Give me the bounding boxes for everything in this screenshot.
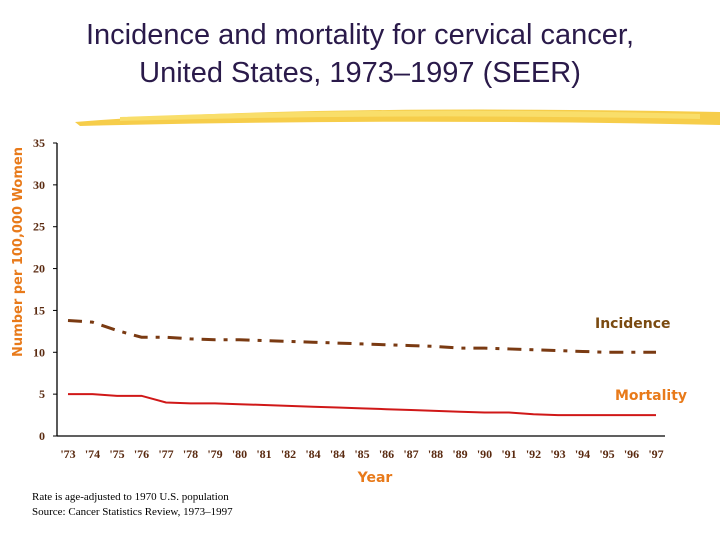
series-line-incidence (67, 318, 656, 354)
x-tick-label: '86 (379, 447, 394, 461)
x-tick-label: '89 (452, 447, 467, 461)
x-tick-label: '81 (256, 447, 271, 461)
decorative-brush-stroke (75, 109, 720, 126)
y-tick-label: 10 (33, 345, 45, 359)
x-tick-label: '73 (60, 447, 75, 461)
title-line-2: United States, 1973–1997 (SEER) (139, 57, 581, 89)
x-tick-label: '95 (599, 447, 614, 461)
footnotes: Rate is age-adjusted to 1970 U.S. popula… (32, 490, 233, 520)
x-tick-label: '84 (330, 447, 345, 461)
y-axis-title: Number per 100,000 Women (11, 147, 26, 357)
footnote-age-adjusted: Rate is age-adjusted to 1970 U.S. popula… (32, 491, 229, 503)
x-tick-label: '84 (305, 447, 320, 461)
x-tick-label: '77 (158, 447, 173, 461)
x-tick-label: '85 (354, 447, 369, 461)
y-tick-label: 0 (39, 429, 45, 443)
x-tick-label: '96 (624, 447, 639, 461)
x-tick-label: '79 (207, 447, 222, 461)
title-line-1: Incidence and mortality for cervical can… (85, 19, 635, 51)
x-tick-label: '97 (648, 447, 663, 461)
x-tick-label: '87 (403, 447, 418, 461)
x-tick-label: '75 (109, 447, 124, 461)
x-axis-title: Year (357, 470, 393, 486)
x-tick-label: '76 (134, 447, 149, 461)
x-tick-label: '88 (428, 447, 443, 461)
y-tick-label: 25 (33, 220, 45, 234)
y-tick-label: 5 (39, 387, 45, 401)
x-tick-label: '82 (281, 447, 296, 461)
legend-label-mortality: Mortality (615, 388, 687, 404)
x-tick-label: '80 (232, 447, 247, 461)
y-tick-label: 35 (33, 136, 45, 150)
y-tick-label: 15 (33, 303, 45, 317)
y-tick-label: 30 (33, 178, 45, 192)
x-tick-label: '94 (575, 447, 590, 461)
x-tick-label: '92 (526, 447, 541, 461)
x-tick-label: '78 (183, 447, 198, 461)
x-tick-label: '91 (501, 447, 516, 461)
chart-title: Incidence and mortality for cervical can… (0, 16, 720, 92)
x-tick-label: '74 (85, 447, 100, 461)
x-tick-label: '93 (550, 447, 565, 461)
series-line-mortality (68, 393, 656, 417)
y-tick-label: 20 (33, 262, 45, 276)
legend-label-incidence: Incidence (595, 316, 671, 332)
x-tick-label: '90 (477, 447, 492, 461)
footnote-source: Source: Cancer Statistics Review, 1973–1… (32, 506, 233, 518)
